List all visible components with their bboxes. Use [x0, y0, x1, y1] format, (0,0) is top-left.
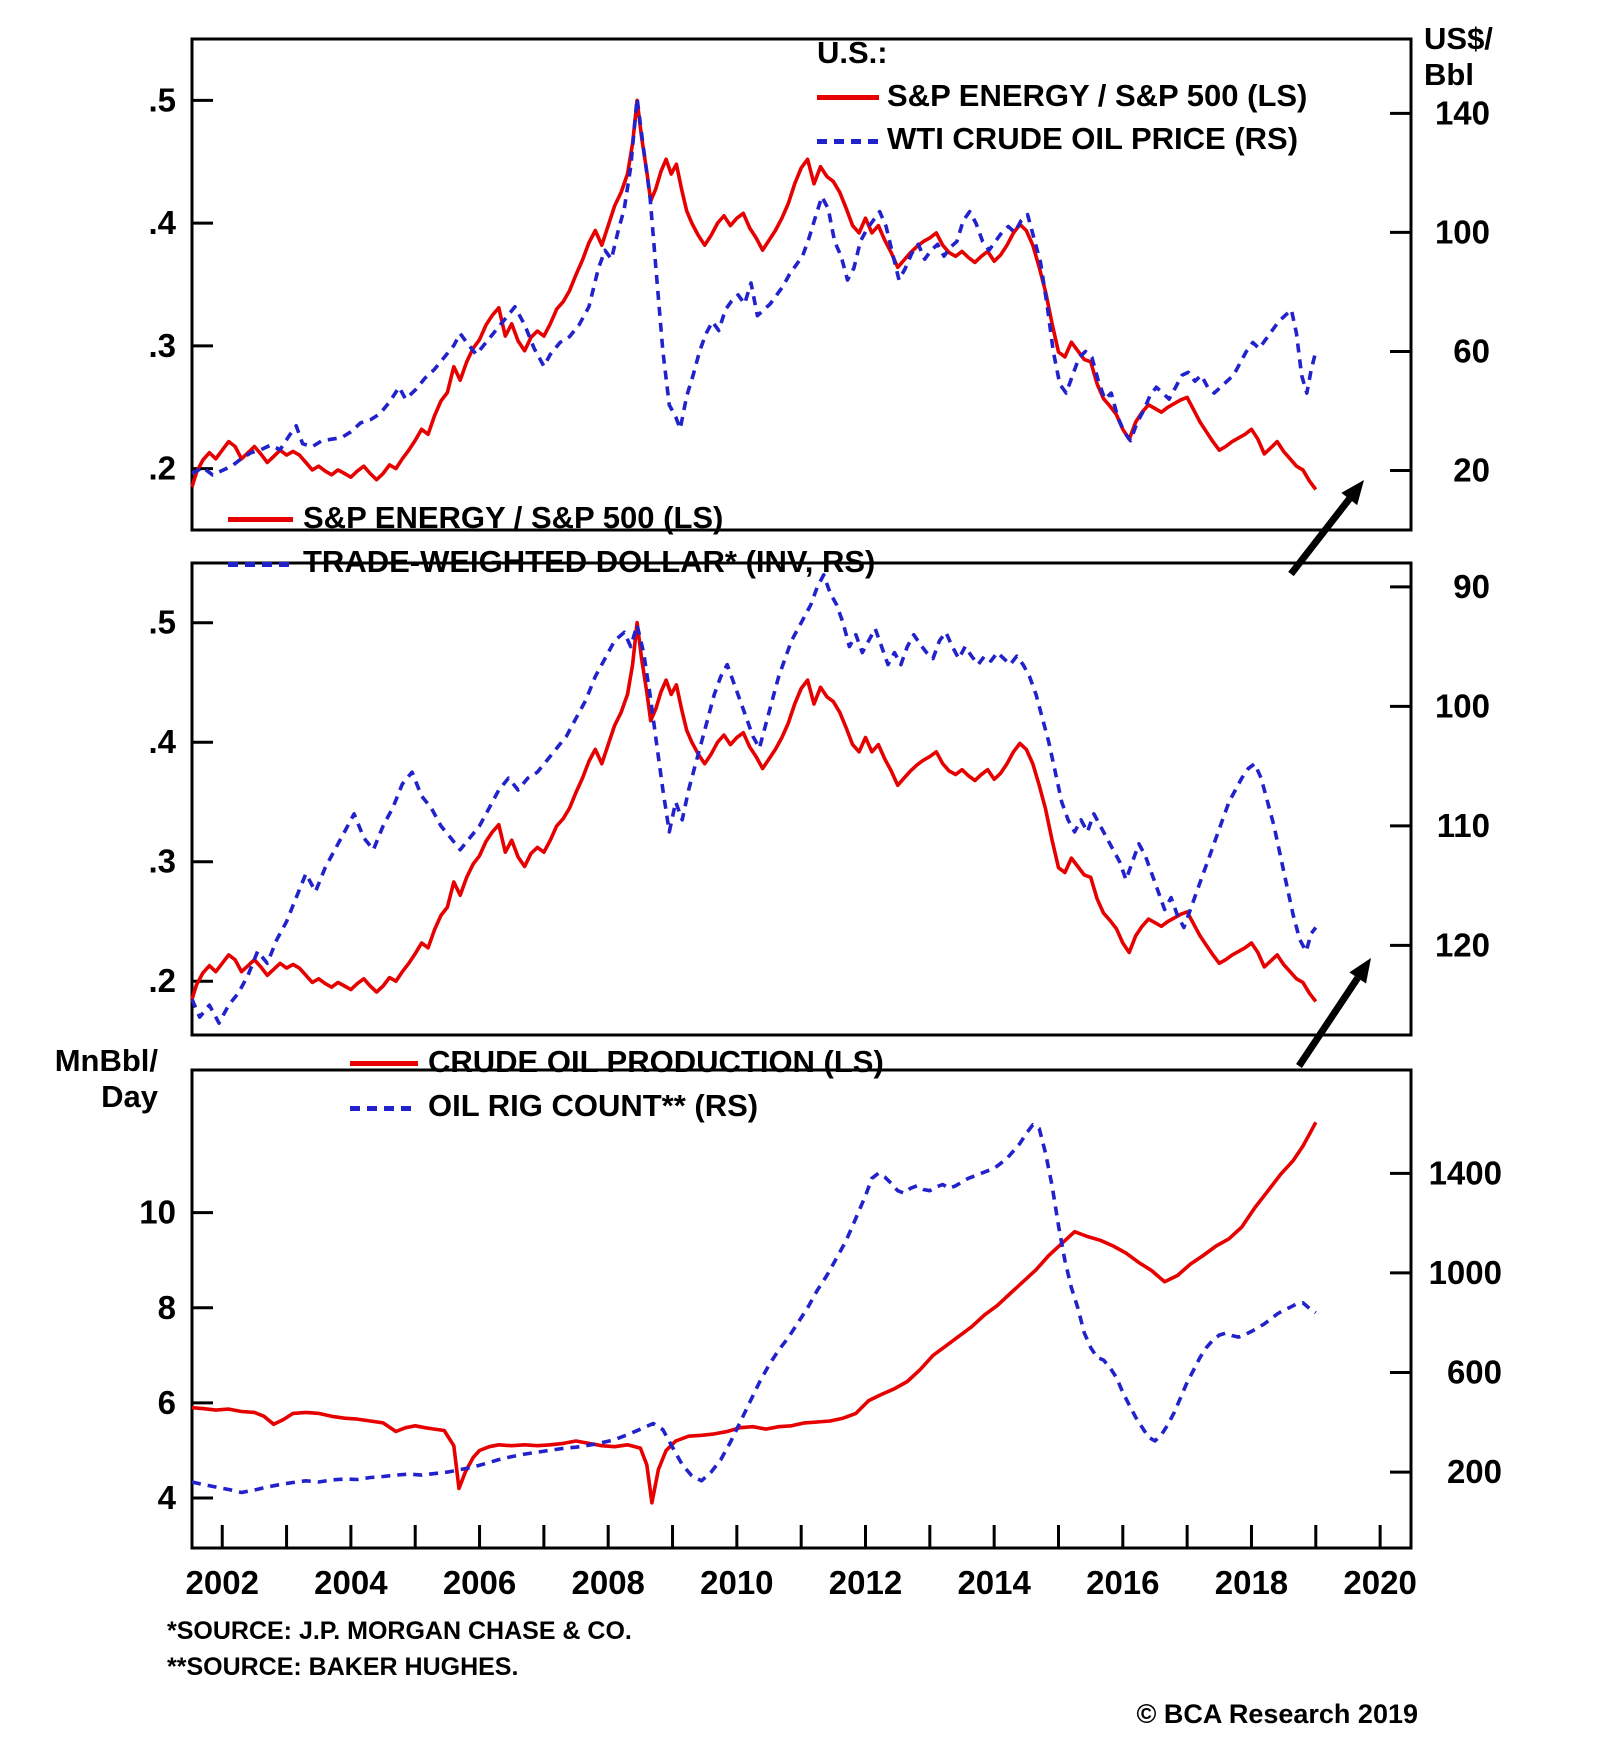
x-axis-year-label: 2016: [1086, 1564, 1159, 1601]
legend-label-twd: TRADE-WEIGHTED DOLLAR* (INV, RS): [303, 544, 876, 579]
x-axis-year-label: 2014: [957, 1564, 1031, 1601]
right-axis-tick-label: 140: [1435, 94, 1490, 131]
x-axis-year-label: 2008: [571, 1564, 644, 1601]
x-axis-year-label: 2012: [829, 1564, 902, 1601]
right-axis-tick-label: 600: [1447, 1353, 1502, 1390]
left-axis-tick-label: .4: [148, 204, 176, 241]
left-axis-tick-label: 4: [158, 1479, 177, 1516]
left-axis-tick-label: 10: [139, 1194, 176, 1231]
x-axis-year-label: 2018: [1215, 1564, 1288, 1601]
x-axis-year-label: 2010: [700, 1564, 773, 1601]
right-axis-tick-label: 20: [1453, 451, 1490, 488]
legend-label-wti: WTI CRUDE OIL PRICE (RS): [887, 121, 1299, 156]
legend-line-red-icon: [817, 95, 879, 100]
legend-line-blue-dashed-icon: [350, 1106, 418, 1111]
left-axis-tick-label: .5: [148, 604, 176, 641]
x-axis-year-label: 2002: [186, 1564, 259, 1601]
series-crude-oil-production: [191, 1121, 1318, 1505]
arrow-shaft: [1296, 976, 1361, 1068]
panel-border-middle: [190, 561, 1413, 1037]
right-axis-tick-label: 100: [1435, 213, 1490, 250]
series-oil-rig-count: [191, 1123, 1317, 1495]
right-axis-tick-label: 110: [1437, 807, 1490, 844]
arrow-up-right-icon: [1349, 958, 1371, 984]
x-axis-year-label: 2004: [314, 1564, 388, 1601]
axis-unit-day: Day: [101, 1079, 158, 1114]
left-axis-tick-label: .2: [148, 450, 176, 487]
right-axis-tick-label: 120: [1435, 926, 1490, 963]
left-axis-tick-label: .2: [148, 962, 176, 999]
footnote-source-jpm: *SOURCE: J.P. MORGAN CHASE & CO.: [167, 1617, 632, 1645]
copyright: © BCA Research 2019: [1136, 1699, 1418, 1729]
axis-unit-usd: US$/: [1424, 21, 1493, 56]
panel-border-bottom: [190, 1068, 1413, 1550]
axis-unit-bbl: Bbl: [1424, 57, 1474, 92]
left-axis-tick-label: .3: [148, 843, 176, 880]
legend-line-red-icon: [228, 517, 293, 522]
series-sp-energy-sp500-ratio-mid: [190, 620, 1318, 1003]
legend-line-blue-dashed-icon: [228, 562, 293, 567]
left-axis-tick-label: 8: [158, 1289, 176, 1326]
panel-border-top: [190, 37, 1413, 532]
series-trade-weighted-dollar: [190, 573, 1318, 1025]
right-axis-tick-label: 200: [1447, 1453, 1502, 1490]
right-axis-tick-label: 60: [1453, 332, 1490, 369]
x-axis-year-label: 2020: [1343, 1564, 1416, 1601]
x-axis-year-label: 2006: [443, 1564, 516, 1601]
left-axis-tick-label: 6: [158, 1384, 176, 1421]
left-axis-tick-label: .3: [148, 327, 176, 364]
legend-label-sp-energy-mid: S&P ENERGY / S&P 500 (LS): [303, 500, 724, 535]
right-axis-tick-label: 100: [1435, 687, 1490, 724]
left-axis-tick-label: .5: [148, 81, 176, 118]
right-axis-tick-label: 1000: [1429, 1254, 1502, 1291]
arrow-up-right-icon: [1341, 480, 1364, 506]
left-axis-tick-label: .4: [148, 723, 176, 760]
legend-line-blue-dashed-icon: [817, 139, 879, 144]
legend-label-sp-energy-top: S&P ENERGY / S&P 500 (LS): [887, 78, 1308, 113]
series-sp-energy-sp500-ratio: [190, 98, 1318, 491]
legend-label-production: CRUDE OIL PRODUCTION (LS): [428, 1044, 884, 1079]
legend-header-us: U.S.:: [817, 35, 888, 70]
axis-unit-mnbbl: MnBbl/: [54, 1043, 158, 1078]
right-axis-tick-label: 1400: [1429, 1154, 1502, 1191]
legend-label-rig-count: OIL RIG COUNT** (RS): [428, 1088, 759, 1123]
arrow-shaft: [1288, 496, 1353, 577]
legend-line-red-icon: [350, 1061, 418, 1066]
right-axis-tick-label: 90: [1453, 568, 1490, 605]
footnote-source-baker-hughes: **SOURCE: BAKER HUGHES.: [167, 1653, 519, 1681]
series-wti-crude-oil-price: [191, 96, 1318, 477]
